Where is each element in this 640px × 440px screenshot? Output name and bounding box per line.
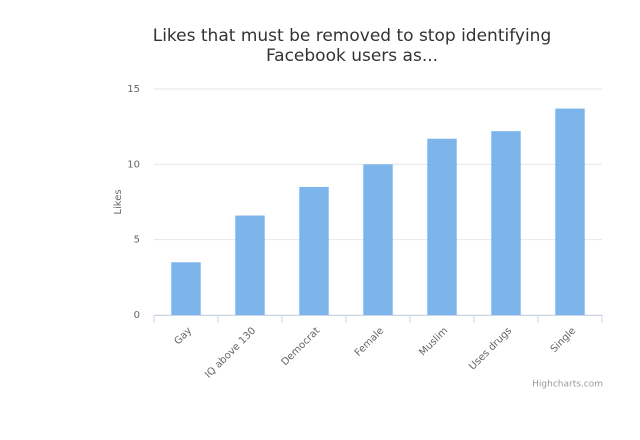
- bar: [235, 215, 265, 315]
- x-tick-label: IQ above 130: [203, 325, 258, 380]
- y-tick-label: 15: [127, 84, 140, 95]
- y-tick-label: 5: [134, 235, 140, 246]
- y-tick-label: 0: [134, 310, 140, 321]
- bar: [555, 108, 585, 315]
- x-tick-label: Gay: [172, 325, 194, 347]
- bar: [363, 164, 393, 315]
- x-tick-label: Single: [549, 325, 579, 355]
- chart-title: Likes that must be removed to stop ident…: [152, 26, 552, 66]
- x-tick-label: Democrat: [280, 325, 323, 368]
- bar: [427, 138, 457, 315]
- x-tick-label: Uses drugs: [467, 325, 514, 372]
- y-axis-label: Likes: [113, 189, 124, 214]
- y-tick-label: 10: [127, 159, 140, 170]
- bar: [171, 262, 201, 315]
- x-tick-label: Female: [353, 325, 386, 358]
- bar: [491, 131, 521, 315]
- x-tick-label: Muslim: [417, 325, 450, 358]
- credits: Highcharts.com: [532, 380, 603, 390]
- bar: [299, 186, 329, 315]
